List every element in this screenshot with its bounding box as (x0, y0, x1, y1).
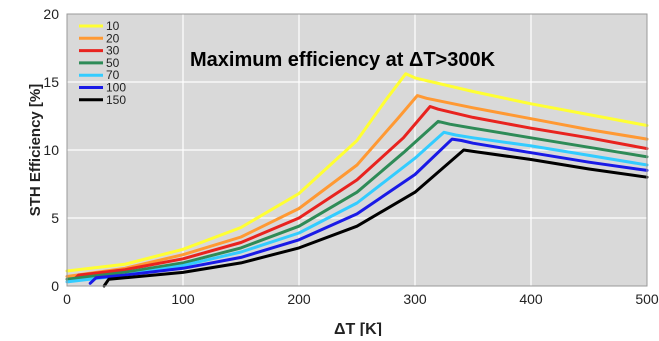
y-tick-label: 0 (51, 278, 59, 294)
series-line-10 (65, 72, 649, 273)
series-line-20 (65, 94, 649, 278)
y-tick-label: 15 (43, 74, 59, 90)
series-line-30 (71, 105, 649, 283)
series-line-70 (65, 130, 649, 284)
y-tick-label: 20 (43, 6, 59, 22)
x-tick-label: 200 (287, 291, 311, 307)
x-tick-label: 400 (519, 291, 543, 307)
x-tick-label: 500 (635, 291, 659, 307)
chart-annotation: Maximum efficiency at ΔT>300K (190, 49, 496, 71)
legend-label-150: 150 (106, 93, 126, 107)
y-tick-label: 5 (51, 210, 59, 226)
series-lines (65, 72, 649, 288)
series-line-100 (88, 137, 649, 285)
x-tick-label: 300 (403, 291, 427, 307)
legend-label-30: 30 (106, 44, 120, 58)
y-tick-label: 10 (43, 142, 59, 158)
x-axis-label: ΔT [K] (334, 321, 382, 336)
y-tick-labels: 0 5 10 15 20 (43, 6, 59, 294)
legend-label-70: 70 (106, 68, 120, 82)
plot-frame (66, 13, 648, 287)
series-line-50 (65, 119, 649, 281)
x-tick-labels: 0 100 200 300 400 500 (63, 291, 659, 307)
legend-label-20: 20 (106, 31, 120, 45)
x-tick-label: 100 (171, 291, 195, 307)
x-tick-label: 0 (63, 291, 71, 307)
legend-label-100: 100 (106, 81, 126, 95)
series-line-150 (102, 148, 649, 288)
y-axis-label: STH Efficiency [%] (27, 84, 44, 217)
legend-label-50: 50 (106, 56, 120, 70)
legend-label-10: 10 (106, 19, 120, 33)
